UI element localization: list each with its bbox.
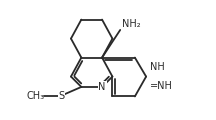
Text: NH₂: NH₂ <box>122 19 141 29</box>
Text: CH₃: CH₃ <box>26 91 44 101</box>
Text: S: S <box>58 91 65 101</box>
Text: NH: NH <box>150 62 165 72</box>
Text: =NH: =NH <box>150 81 173 91</box>
Text: N: N <box>98 82 106 92</box>
